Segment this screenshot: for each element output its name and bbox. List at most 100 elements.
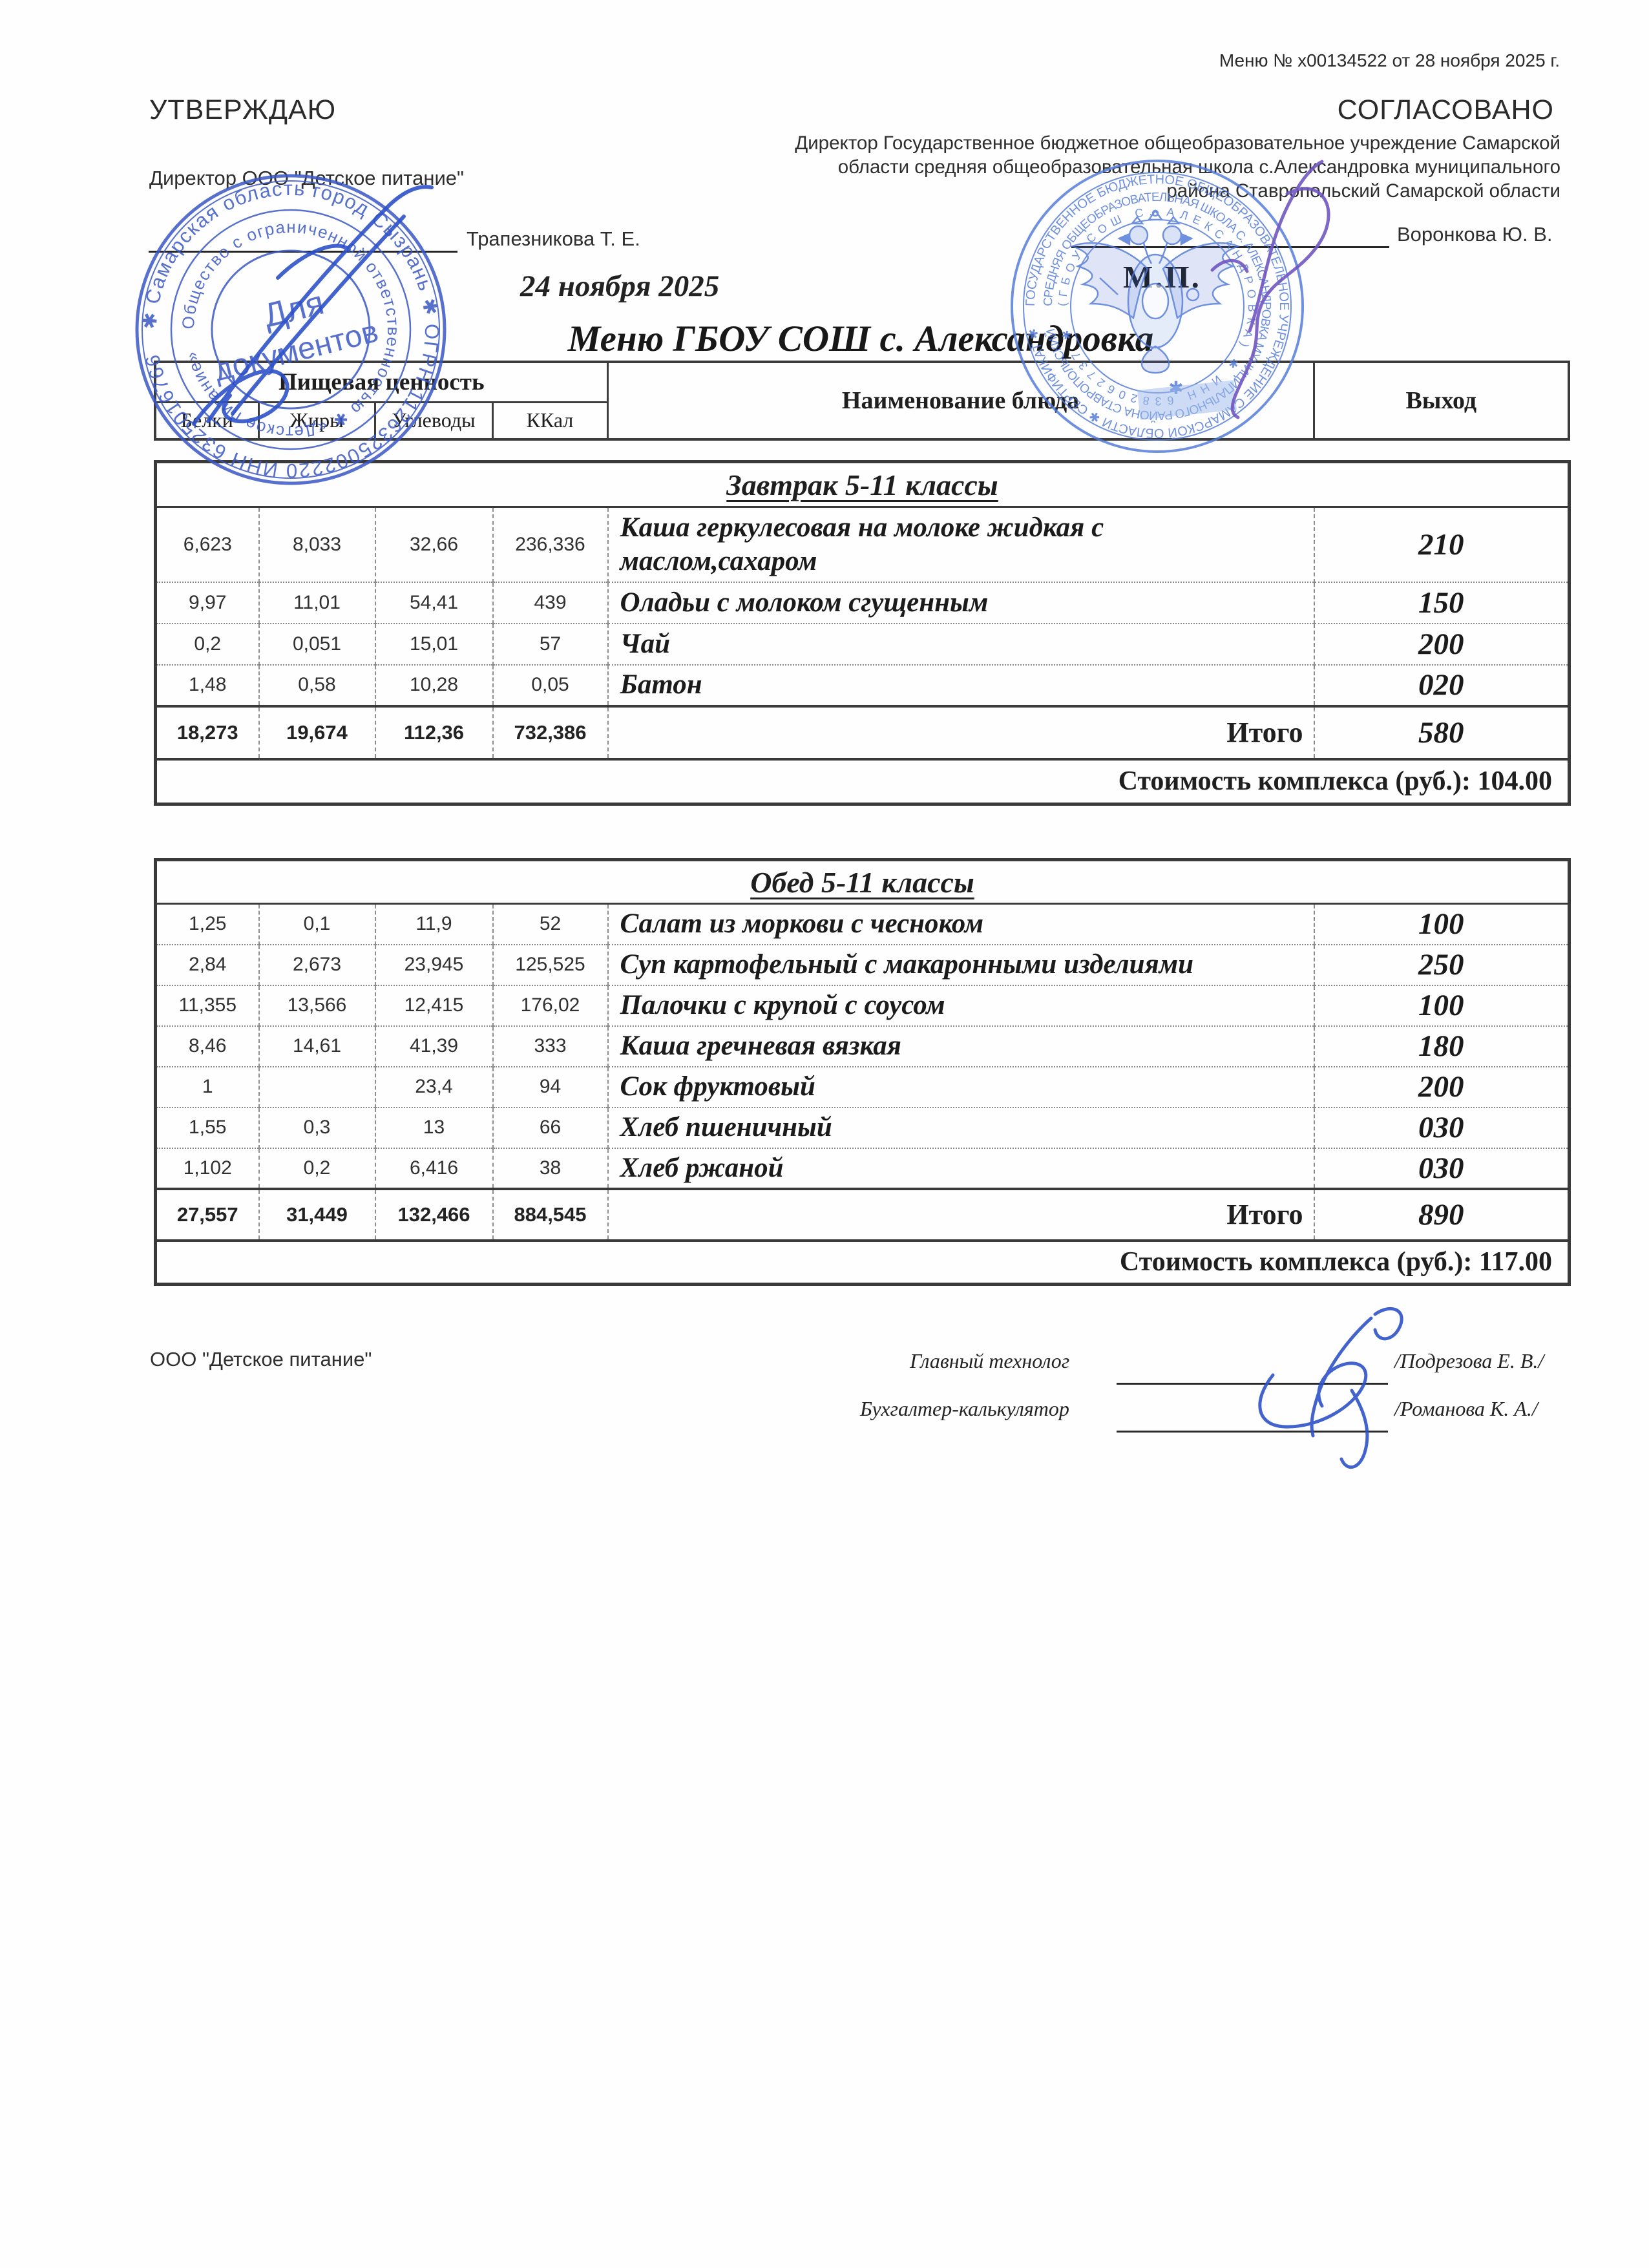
nutrition-group-header: Пищевая ценность bbox=[154, 361, 609, 403]
dish-column-header: Наименование блюда bbox=[606, 361, 1315, 441]
cell-carbs: 11,9 bbox=[375, 903, 494, 945]
cell-carbs: 32,66 bbox=[375, 507, 494, 583]
cell-fat: 11,01 bbox=[258, 582, 376, 624]
total-fat: 31,449 bbox=[258, 1187, 376, 1241]
total-fat: 19,674 bbox=[258, 704, 376, 759]
total-output: 890 bbox=[1314, 1187, 1570, 1241]
cell-kcal: 236,336 bbox=[492, 507, 609, 583]
cell-protein: 1,25 bbox=[155, 903, 260, 945]
technologist-signature-line bbox=[1117, 1383, 1388, 1385]
company-name: ООО "Детское питание" bbox=[150, 1348, 372, 1370]
cell-protein: 1 bbox=[155, 1066, 260, 1108]
cell-carbs: 23,4 bbox=[375, 1066, 494, 1108]
cell-output: 150 bbox=[1314, 582, 1570, 624]
cell-dish: Сок фруктовый bbox=[607, 1066, 1315, 1108]
cell-fat: 8,033 bbox=[258, 507, 376, 583]
total-row: 27,557 31,449 132,466 884,545 Итого 890 bbox=[155, 1187, 1570, 1241]
cell-output: 250 bbox=[1314, 944, 1570, 986]
table-row: 1,48 0,58 10,28 0,05 Батон 020 bbox=[155, 664, 1570, 707]
seal-place-mark: М.П. bbox=[1123, 259, 1201, 295]
agree-role: Директор Государственное бюджетное общео… bbox=[708, 131, 1560, 203]
kcal-column-header: ККал bbox=[491, 401, 609, 441]
cell-kcal: 439 bbox=[492, 582, 609, 624]
cell-fat: 2,673 bbox=[258, 944, 376, 986]
agree-role-line: Директор Государственное бюджетное общео… bbox=[795, 132, 1560, 154]
menu-number: Меню № х00134522 от 28 ноября 2025 г. bbox=[1219, 50, 1560, 70]
cell-output: 100 bbox=[1314, 985, 1570, 1027]
cell-kcal: 52 bbox=[492, 903, 609, 945]
cell-output: 030 bbox=[1314, 1148, 1570, 1190]
table-row: 0,2 0,051 15,01 57 Чай 200 bbox=[155, 623, 1570, 666]
table-row: 8,46 14,61 41,39 333 Каша гречневая вязк… bbox=[155, 1025, 1570, 1067]
cell-output: 210 bbox=[1314, 507, 1570, 583]
cell-dish: Батон bbox=[607, 664, 1315, 707]
cell-protein: 1,102 bbox=[155, 1148, 260, 1190]
cell-output: 180 bbox=[1314, 1025, 1570, 1067]
cell-dish: Салат из моркови с чесноком bbox=[607, 903, 1315, 945]
cell-carbs: 23,945 bbox=[375, 944, 494, 986]
cell-protein: 2,84 bbox=[155, 944, 260, 986]
cell-dish: Чай bbox=[607, 623, 1315, 666]
cell-output: 100 bbox=[1314, 903, 1570, 945]
cost-row: Стоимость комплекса (руб.): 117.00 bbox=[155, 1239, 1570, 1285]
cell-output: 030 bbox=[1314, 1107, 1570, 1149]
cell-kcal: 333 bbox=[492, 1025, 609, 1067]
table-row: 1,25 0,1 11,9 52 Салат из моркови с чесн… bbox=[155, 903, 1570, 945]
total-protein: 18,273 bbox=[155, 704, 260, 759]
breakfast-section-title: Завтрак 5-11 классы bbox=[155, 461, 1570, 508]
cost-row: Стоимость комплекса (руб.): 104.00 bbox=[155, 757, 1570, 804]
agree-signature-line bbox=[1071, 246, 1389, 248]
accountant-name: /Романова К. А./ bbox=[1394, 1397, 1538, 1420]
lunch-section-title: Обед 5-11 классы bbox=[155, 859, 1570, 905]
accountant-signature-line bbox=[1117, 1431, 1388, 1433]
total-protein: 27,557 bbox=[155, 1187, 260, 1241]
cell-fat: 14,61 bbox=[258, 1025, 376, 1067]
cell-dish: Палочки с крупой с соусом bbox=[607, 985, 1315, 1027]
table-row: 1 23,4 94 Сок фруктовый 200 bbox=[155, 1066, 1570, 1108]
cell-output: 200 bbox=[1314, 1066, 1570, 1108]
cost-line: Стоимость комплекса (руб.): 117.00 bbox=[155, 1239, 1570, 1285]
total-kcal: 884,545 bbox=[492, 1187, 609, 1241]
cell-fat: 0,051 bbox=[258, 623, 376, 666]
cell-fat: 0,3 bbox=[258, 1107, 376, 1149]
cell-carbs: 15,01 bbox=[375, 623, 494, 666]
document-title: Меню ГБОУ СОШ с. Александровка bbox=[567, 319, 1154, 359]
technologist-signature bbox=[1258, 1307, 1403, 1469]
table-row: 6,623 8,033 32,66 236,336 Каша геркулесо… bbox=[155, 507, 1570, 583]
approve-title: УТВЕРЖДАЮ bbox=[149, 94, 337, 125]
total-kcal: 732,386 bbox=[492, 704, 609, 759]
cell-kcal: 38 bbox=[492, 1148, 609, 1190]
total-label: Итого bbox=[607, 704, 1315, 759]
table-row: 2,84 2,673 23,945 125,525 Суп картофельн… bbox=[155, 944, 1570, 986]
accountant-label: Бухгалтер-калькулятор bbox=[860, 1397, 1069, 1420]
protein-column-header: Белки bbox=[154, 401, 260, 441]
cell-kcal: 94 bbox=[492, 1066, 609, 1108]
cell-kcal: 66 bbox=[492, 1107, 609, 1149]
cell-fat bbox=[258, 1066, 376, 1108]
table-row: 1,55 0,3 13 66 Хлеб пшеничный 030 bbox=[155, 1107, 1570, 1149]
technologist-label: Главный технолог bbox=[910, 1349, 1070, 1372]
cell-carbs: 41,39 bbox=[375, 1025, 494, 1067]
total-carbs: 112,36 bbox=[375, 704, 494, 759]
total-label: Итого bbox=[607, 1187, 1315, 1241]
cell-fat: 0,2 bbox=[258, 1148, 376, 1190]
cell-dish: Оладьи с молоком сгущенным bbox=[607, 582, 1315, 624]
technologist-name: /Подрезова Е. В./ bbox=[1394, 1349, 1544, 1372]
output-column-header: Выход bbox=[1312, 361, 1570, 441]
carbs-column-header: Углеводы bbox=[373, 401, 494, 441]
cell-dish: Суп картофельный с макаронными изделиями bbox=[607, 944, 1315, 986]
cell-output: 020 bbox=[1314, 664, 1570, 707]
column-header-table: Пищевая ценность Наименование блюда Выхо… bbox=[154, 361, 1571, 441]
total-output: 580 bbox=[1314, 704, 1570, 759]
breakfast-table: Завтрак 5-11 классы 6,623 8,033 32,66 23… bbox=[154, 460, 1571, 806]
approve-role: Директор ООО "Детское питание" bbox=[149, 167, 465, 189]
cell-carbs: 6,416 bbox=[375, 1148, 494, 1190]
approve-name: Трапезникова Т. Е. bbox=[467, 227, 640, 250]
agree-name: Воронкова Ю. В. bbox=[1397, 223, 1553, 246]
total-carbs: 132,466 bbox=[375, 1187, 494, 1241]
cell-carbs: 54,41 bbox=[375, 582, 494, 624]
cell-dish: Хлеб ржаной bbox=[607, 1148, 1315, 1190]
approve-date: 24 ноября 2025 bbox=[520, 269, 720, 303]
table-row: 1,102 0,2 6,416 38 Хлеб ржаной 030 bbox=[155, 1148, 1570, 1190]
